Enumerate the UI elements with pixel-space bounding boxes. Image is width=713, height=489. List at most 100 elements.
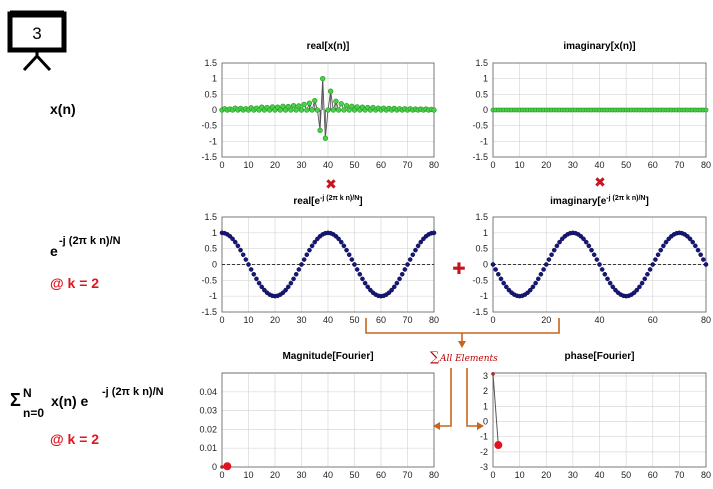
x-tick-label: 0	[219, 160, 224, 170]
x-tick-label: 40	[323, 315, 333, 325]
kernel-label: e -j (2π k n)/N	[50, 235, 121, 259]
x-tick-label: 60	[376, 315, 386, 325]
y-tick-label: -1.5	[472, 152, 488, 162]
y-tick-label: 1	[483, 228, 488, 238]
data-point	[312, 239, 318, 245]
y-tick-label: -1	[209, 136, 217, 146]
x-tick-label: 0	[219, 470, 224, 480]
x-tick-label: 50	[349, 160, 359, 170]
data-point	[343, 102, 350, 109]
y-tick-label: -1	[480, 136, 488, 146]
data-point	[583, 239, 589, 245]
x-tick-label: 80	[429, 315, 439, 325]
kernel-k-note: @ k = 2	[50, 275, 99, 291]
data-point	[360, 276, 365, 282]
plot-real-kernel: 0 10 20 30 40 50 60 70 80 1.5 1 0.5 0 -0.5 -1 -1.5 real[…	[201, 195, 439, 325]
arrow-to-magnitude	[437, 368, 452, 427]
data-point	[296, 267, 302, 272]
x-tick-label: 50	[621, 160, 631, 170]
data-point	[637, 284, 642, 290]
x-tick-label: 10	[243, 315, 253, 325]
x-tick-label: 50	[349, 470, 359, 480]
presentation-board-icon: 3	[7, 10, 67, 72]
data-point	[288, 280, 294, 286]
data-point	[431, 107, 437, 113]
sum-sigma: Σ	[10, 390, 21, 410]
signal-label: x(n)	[50, 101, 76, 117]
data-point	[703, 262, 709, 267]
data-point	[344, 247, 349, 253]
x-tick-label: 30	[568, 470, 578, 480]
plot-imaginary-kernel: 0 20 40 60 80 1.5 1 0.5 0 -0.5 -1 -1.5 imaginary[e-j…	[472, 195, 711, 325]
sum-lower-limit: n=0	[23, 406, 44, 420]
data-point	[299, 262, 304, 267]
data-point	[605, 276, 610, 282]
data-point	[306, 100, 313, 106]
data-point	[496, 271, 501, 277]
data-point-highlight	[494, 441, 503, 450]
data-point	[607, 280, 613, 286]
y-tick-label: 1	[483, 74, 488, 84]
x-tick-label: 30	[296, 160, 306, 170]
x-tick-label: 50	[349, 315, 359, 325]
plot-magnitude: 0 10 20 30 40 50 60 70 80 0.04 0.03 0.02 0.01 0 Magnit…	[199, 351, 439, 480]
y-tick-label: 1.5	[204, 212, 217, 222]
x-tick-label: 60	[648, 315, 658, 325]
data-point-origin	[491, 372, 495, 376]
y-tick-label: 1.5	[204, 58, 217, 68]
x-tick-label: 40	[594, 470, 604, 480]
data-point	[589, 247, 594, 253]
x-tick-label: 30	[296, 470, 306, 480]
y-tick-label: 3	[483, 371, 488, 381]
y-tick-label: 0.5	[475, 244, 488, 254]
data-point	[341, 107, 347, 113]
data-point	[235, 243, 241, 249]
arrowhead-down	[458, 341, 466, 348]
x-tick-label: 70	[674, 470, 684, 480]
data-point	[309, 243, 315, 249]
sum-label: Σ N n=0 x(n) e -j (2π k n)/N	[10, 386, 164, 420]
data-point	[645, 271, 650, 277]
data-point	[362, 280, 368, 286]
data-point	[549, 252, 554, 258]
y-tick-label: -1	[480, 291, 488, 301]
y-tick-label: 0.5	[475, 89, 488, 99]
x-tick-label: 30	[568, 160, 578, 170]
data-point	[647, 267, 653, 272]
x-tick-label: 80	[701, 315, 711, 325]
y-tick-label: 0	[212, 105, 217, 115]
multiply-icon-left: ✖	[325, 176, 337, 192]
plot-title: real[x(n)]	[307, 41, 350, 52]
x-tick-label: 60	[648, 160, 658, 170]
data-point	[431, 230, 437, 236]
y-tick-label: 0.5	[204, 89, 217, 99]
data-point	[298, 107, 305, 113]
x-tick-label: 80	[429, 160, 439, 170]
x-tick-label: 20	[270, 470, 280, 480]
plus-icon: ✚	[452, 261, 465, 278]
data-point	[335, 107, 342, 113]
data-point	[230, 236, 235, 242]
data-point	[338, 101, 344, 107]
data-point	[610, 284, 616, 290]
sum-all-icon: ∑	[430, 350, 440, 365]
data-point	[591, 252, 597, 258]
y-tick-label: 1.5	[475, 212, 488, 222]
x-tick-label: 20	[270, 315, 280, 325]
data-point	[538, 271, 544, 277]
data-point	[325, 107, 331, 113]
x-tick-label: 10	[515, 160, 525, 170]
data-point	[357, 271, 363, 277]
data-point	[317, 127, 323, 134]
plot-phase: 0 10 20 30 40 50 60 70 803210-1-2-3phase[Fourier…	[480, 351, 711, 480]
data-point	[661, 243, 666, 249]
x-tick-label: 60	[376, 470, 386, 480]
x-tick-label: 0	[490, 315, 495, 325]
data-point	[543, 262, 549, 267]
y-tick-label: 0.02	[199, 424, 217, 434]
data-point	[285, 103, 291, 110]
arrowheads	[433, 341, 484, 430]
x-tick-label: 20	[541, 470, 551, 480]
data-point	[405, 262, 410, 267]
